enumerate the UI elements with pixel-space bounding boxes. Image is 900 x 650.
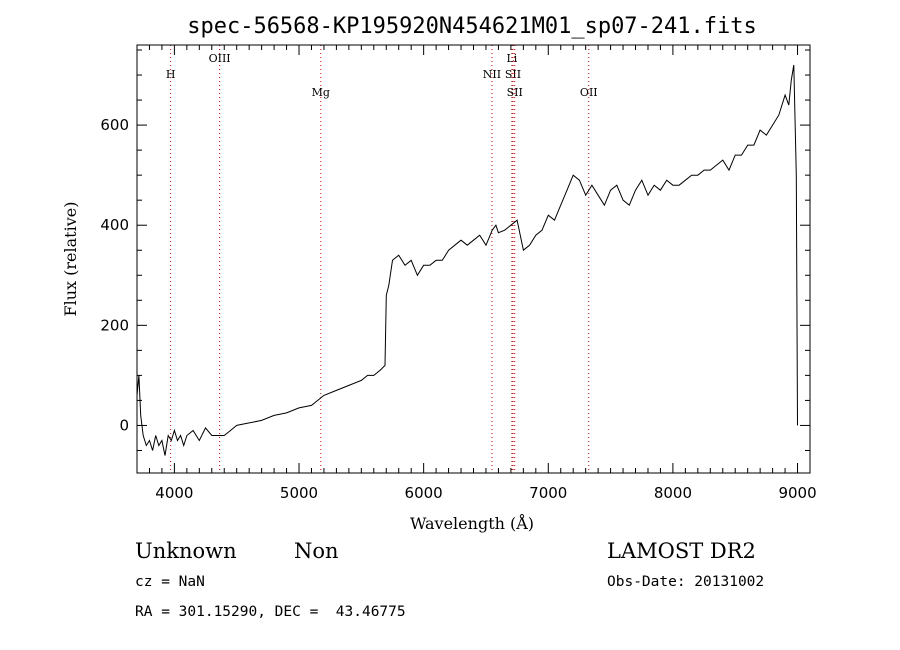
spectral-line-label: SII [507,86,523,99]
spectral-line-label: Mg [312,86,330,99]
y-tick-label: 600 [100,116,129,134]
obs-date-label: Obs-Date: 20131002 [607,574,765,590]
y-tick-label: 0 [119,416,129,434]
x-tick-label: 4000 [155,484,193,502]
x-tick-label: 8000 [654,484,692,502]
plot-frame [136,44,811,474]
chart-title: spec-56568-KP195920N454621M01_sp07-241.f… [187,14,757,39]
spectral-line-label: H [166,68,176,81]
subclass-label: Non [294,539,339,563]
spectral-line-label: OII [580,86,598,99]
spectral-line-label: OIII [209,52,231,65]
spectral-line-label: Li [506,52,517,65]
x-tick-label: 9000 [778,484,816,502]
y-tick-label: 200 [100,316,129,334]
x-axis-ticks: 4000 5000 6000 7000 8000 9000 [136,45,817,502]
x-tick-label: 6000 [405,484,443,502]
spectral-line-markers: H OIII Mg NII Li SII SII OII [166,45,598,473]
spectral-line-label: SII [505,68,521,81]
survey-label: LAMOST DR2 [607,539,756,563]
x-tick-label: 7000 [529,484,567,502]
redshift-label: cz = NaN [135,574,205,590]
class-label: Unknown [135,539,237,563]
y-axis-label: Flux (relative) [61,202,80,317]
x-tick-label: 5000 [280,484,318,502]
x-axis-label: Wavelength (Å) [410,513,534,533]
y-tick-label: 400 [100,216,129,234]
coordinates-label: RA = 301.15290, DEC = 43.46775 [135,604,406,620]
spectral-line-label: NII [483,68,501,81]
y-axis-ticks: 0 200 400 600 [100,49,810,451]
spectrum-line [136,64,798,456]
